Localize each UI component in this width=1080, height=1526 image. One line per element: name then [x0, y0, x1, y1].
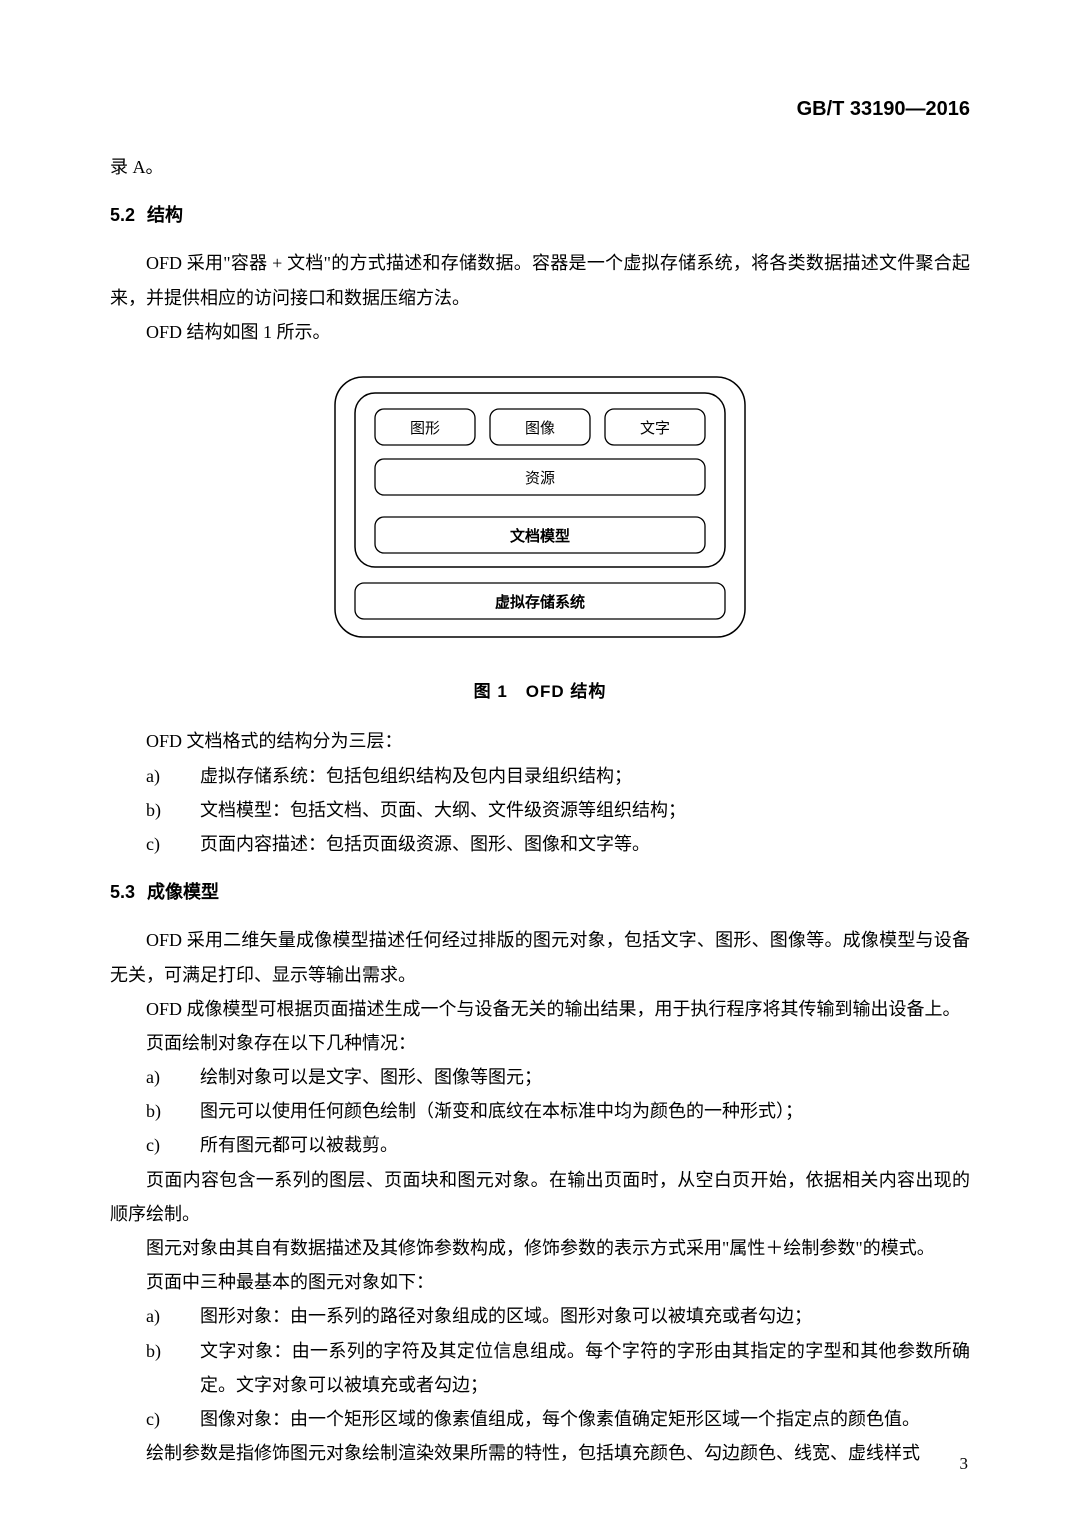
list-text: 绘制对象可以是文字、图形、图像等图元； — [200, 1060, 970, 1094]
box-image: 图像 — [525, 420, 555, 437]
box-docmodel: 文档模型 — [510, 527, 570, 545]
para: OFD 采用二维矢量成像模型描述任何经过排版的图元对象，包括文字、图形、图像等。… — [110, 923, 970, 991]
ref-line: 录 A。 — [110, 150, 970, 184]
box-vfs: 虚拟存储系统 — [495, 593, 585, 611]
list-item: a) 虚拟存储系统：包括包组织结构及包内目录组织结构； — [110, 759, 970, 793]
para: 页面内容包含一系列的图层、页面块和图元对象。在输出页面时，从空白页开始，依据相关… — [110, 1163, 970, 1231]
list-marker: c) — [146, 1128, 200, 1162]
list-item: b) 文字对象：由一系列的字符及其定位信息组成。每个字符的字形由其指定的字型和其… — [110, 1334, 970, 1402]
list-text: 文字对象：由一系列的字符及其定位信息组成。每个字符的字形由其指定的字型和其他参数… — [200, 1334, 970, 1402]
box-graphics: 图形 — [410, 420, 440, 437]
para: 绘制参数是指修饰图元对象绘制渲染效果所需的特性，包括填充颜色、勾边颜色、线宽、虚… — [110, 1436, 970, 1470]
list-53-1: a) 绘制对象可以是文字、图形、图像等图元； b) 图元可以使用任何颜色绘制（渐… — [110, 1060, 970, 1163]
list-52: a) 虚拟存储系统：包括包组织结构及包内目录组织结构； b) 文档模型：包括文档… — [110, 759, 970, 862]
section-num: 5.2 — [110, 205, 135, 225]
para: OFD 结构如图 1 所示。 — [110, 315, 970, 349]
section-num: 5.3 — [110, 882, 135, 902]
section-5-2-heading: 5.2 结构 — [110, 198, 970, 232]
list-item: b) 文档模型：包括文档、页面、大纲、文件级资源等组织结构； — [110, 793, 970, 827]
list-text: 虚拟存储系统：包括包组织结构及包内目录组织结构； — [200, 759, 970, 793]
list-item: a) 绘制对象可以是文字、图形、图像等图元； — [110, 1060, 970, 1094]
list-item: b) 图元可以使用任何颜色绘制（渐变和底纹在本标准中均为颜色的一种形式）； — [110, 1094, 970, 1128]
list-text: 所有图元都可以被裁剪。 — [200, 1128, 970, 1162]
list-marker: a) — [146, 1299, 200, 1333]
page-number: 3 — [960, 1448, 969, 1480]
list-53-2: a) 图形对象：由一系列的路径对象组成的区域。图形对象可以被填充或者勾边； b)… — [110, 1299, 970, 1436]
list-text: 图形对象：由一系列的路径对象组成的区域。图形对象可以被填充或者勾边； — [200, 1299, 970, 1333]
list-item: c) 所有图元都可以被裁剪。 — [110, 1128, 970, 1162]
list-marker: a) — [146, 759, 200, 793]
list-text: 文档模型：包括文档、页面、大纲、文件级资源等组织结构； — [200, 793, 970, 827]
box-resource: 资源 — [525, 470, 555, 487]
para: OFD 文档格式的结构分为三层： — [110, 724, 970, 758]
section-5-3-heading: 5.3 成像模型 — [110, 875, 970, 909]
standard-code: GB/T 33190—2016 — [797, 90, 970, 128]
figure-1: 图形 图像 文字 资源 文档模型 虚拟存储系统 — [110, 367, 970, 658]
list-text: 图元可以使用任何颜色绘制（渐变和底纹在本标准中均为颜色的一种形式）； — [200, 1094, 970, 1128]
section-title: 成像模型 — [147, 882, 219, 902]
list-item: c) 页面内容描述：包括页面级资源、图形、图像和文字等。 — [110, 827, 970, 861]
figure-1-caption: 图 1 OFD 结构 — [110, 676, 970, 708]
para: OFD 采用"容器 + 文档"的方式描述和存储数据。容器是一个虚拟存储系统，将各… — [110, 246, 970, 314]
list-item: a) 图形对象：由一系列的路径对象组成的区域。图形对象可以被填充或者勾边； — [110, 1299, 970, 1333]
page: GB/T 33190—2016 录 A。 5.2 结构 OFD 采用"容器 + 文… — [0, 0, 1080, 1526]
para: 图元对象由其自有数据描述及其修饰参数构成，修饰参数的表示方式采用"属性＋绘制参数… — [110, 1231, 970, 1265]
para: OFD 成像模型可根据页面描述生成一个与设备无关的输出结果，用于执行程序将其传输… — [110, 992, 970, 1026]
ofd-structure-diagram: 图形 图像 文字 资源 文档模型 虚拟存储系统 — [325, 367, 755, 647]
list-marker: b) — [146, 1094, 200, 1128]
list-marker: b) — [146, 793, 200, 827]
list-item: c) 图像对象：由一个矩形区域的像素值组成，每个像素值确定矩形区域一个指定点的颜… — [110, 1402, 970, 1436]
box-text: 文字 — [640, 420, 670, 437]
list-marker: b) — [146, 1334, 200, 1402]
list-marker: c) — [146, 1402, 200, 1436]
para: 页面绘制对象存在以下几种情况： — [110, 1026, 970, 1060]
section-title: 结构 — [147, 205, 183, 225]
content-body: 录 A。 5.2 结构 OFD 采用"容器 + 文档"的方式描述和存储数据。容器是… — [110, 150, 970, 1470]
list-marker: c) — [146, 827, 200, 861]
list-text: 页面内容描述：包括页面级资源、图形、图像和文字等。 — [200, 827, 970, 861]
list-marker: a) — [146, 1060, 200, 1094]
para: 页面中三种最基本的图元对象如下： — [110, 1265, 970, 1299]
list-text: 图像对象：由一个矩形区域的像素值组成，每个像素值确定矩形区域一个指定点的颜色值。 — [200, 1402, 970, 1436]
